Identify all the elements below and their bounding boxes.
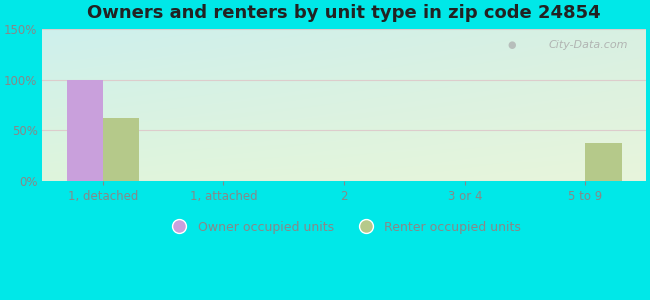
Text: City-Data.com: City-Data.com	[548, 40, 628, 50]
Legend: Owner occupied units, Renter occupied units: Owner occupied units, Renter occupied un…	[162, 216, 526, 238]
Title: Owners and renters by unit type in zip code 24854: Owners and renters by unit type in zip c…	[87, 4, 601, 22]
Bar	[66, 80, 103, 181]
Text: ●: ●	[508, 40, 516, 50]
Bar	[586, 142, 621, 181]
Bar	[103, 118, 139, 181]
